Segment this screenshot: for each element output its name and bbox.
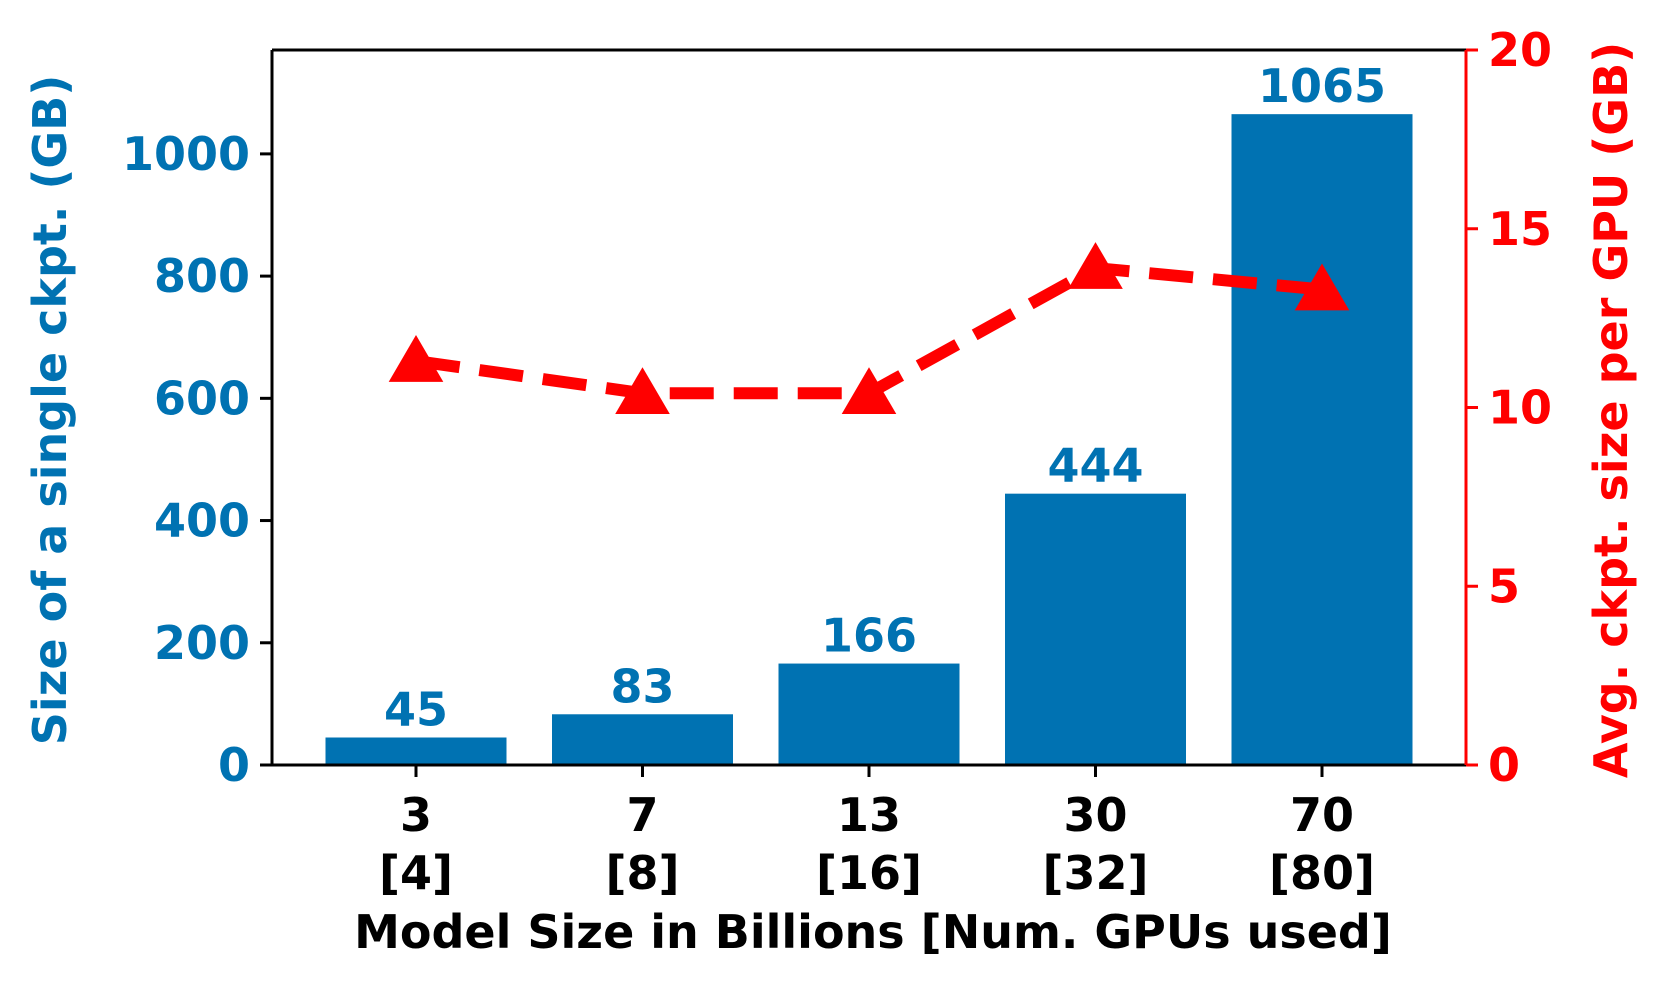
right-y-tick-label-0: 0 bbox=[1488, 738, 1520, 792]
left-y-tick-label-800: 800 bbox=[154, 249, 250, 303]
per-gpu-line-layer bbox=[388, 242, 1350, 414]
left-y-tick-label-0: 0 bbox=[218, 738, 250, 792]
per-gpu-marker-7 bbox=[615, 367, 670, 414]
right-y-tick-label-20: 20 bbox=[1488, 23, 1552, 77]
right-y-axis-title: Avg. ckpt. size per GPU (GB) bbox=[1584, 42, 1638, 778]
bar-value-label-13: 166 bbox=[821, 609, 917, 663]
x-axis-title: Model Size in Billions [Num. GPUs used] bbox=[354, 905, 1392, 959]
bar-3 bbox=[325, 737, 507, 765]
bars-layer: 45 83 166 444 1065 bbox=[325, 59, 1413, 765]
x-tick-sublabel-30: [32] bbox=[1042, 846, 1148, 900]
bar-value-label-30: 444 bbox=[1047, 439, 1143, 493]
bar-30 bbox=[1005, 493, 1186, 765]
per-gpu-marker-13 bbox=[841, 367, 897, 414]
per-gpu-marker-30 bbox=[1068, 242, 1123, 289]
bar-value-label-3: 45 bbox=[384, 683, 448, 737]
left-y-tick-label-1000: 1000 bbox=[122, 127, 250, 181]
left-y-tick-label-400: 400 bbox=[154, 494, 250, 548]
x-tick-label-7: 7 bbox=[626, 788, 658, 842]
bar-value-label-7: 83 bbox=[610, 659, 674, 713]
x-tick-label-13: 13 bbox=[837, 788, 901, 842]
x-tick-sublabel-3: [4] bbox=[379, 846, 453, 900]
right-y-tick-label-10: 10 bbox=[1488, 381, 1552, 435]
bar-7 bbox=[552, 714, 733, 765]
bar-70 bbox=[1231, 114, 1413, 765]
bar-value-label-70: 1065 bbox=[1258, 59, 1386, 113]
x-tick-sublabel-70: [80] bbox=[1269, 846, 1375, 900]
x-tick-sublabel-7: [8] bbox=[605, 846, 679, 900]
x-tick-label-30: 30 bbox=[1063, 788, 1127, 842]
per-gpu-marker-3 bbox=[388, 335, 444, 382]
x-tick-sublabel-13: [16] bbox=[816, 846, 922, 900]
per-gpu-marker-70 bbox=[1294, 263, 1350, 311]
right-y-tick-label-5: 5 bbox=[1488, 559, 1520, 613]
right-y-tick-label-15: 15 bbox=[1488, 202, 1552, 256]
left-y-axis-title: Size of a single ckpt. (GB) bbox=[23, 75, 77, 746]
left-y-tick-label-200: 200 bbox=[154, 616, 250, 670]
bar-13 bbox=[778, 663, 960, 765]
x-tick-label-3: 3 bbox=[400, 788, 432, 842]
x-tick-label-70: 70 bbox=[1290, 788, 1354, 842]
left-y-tick-label-600: 600 bbox=[154, 371, 250, 425]
axes-layer: 0 200 400 600 800 1000 0 5 10 15 20 3[4] 7[8] 13[16] 3… bbox=[122, 23, 1552, 900]
